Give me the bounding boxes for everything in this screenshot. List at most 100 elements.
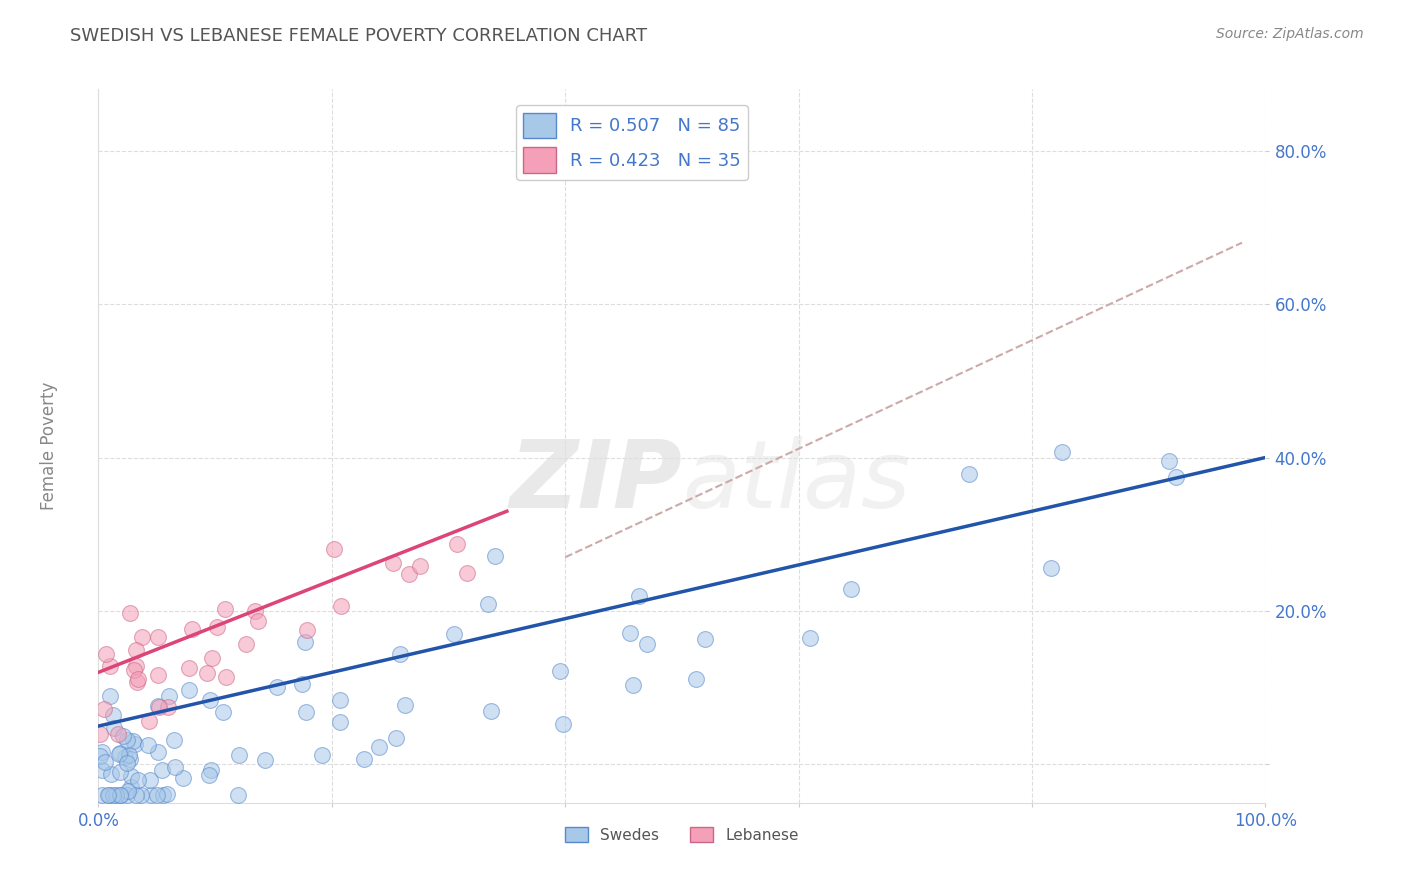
- Point: [89, 748, 111, 763]
- Point: [90, 745, 112, 759]
- Point: [243, 605, 266, 619]
- Point: [108, 788, 131, 802]
- Point: [201, 650, 224, 665]
- Point: [115, 733, 138, 747]
- Point: [163, 732, 186, 747]
- Point: [138, 714, 160, 729]
- Point: [150, 763, 173, 777]
- Point: [685, 672, 707, 686]
- Point: [177, 683, 200, 698]
- Point: [157, 689, 180, 703]
- Point: [105, 788, 128, 802]
- Point: [297, 623, 319, 637]
- Point: [228, 747, 250, 762]
- Point: [100, 766, 122, 780]
- Point: [322, 542, 344, 557]
- Point: [179, 661, 201, 675]
- Point: [156, 787, 179, 801]
- Point: [479, 704, 502, 718]
- Point: [228, 788, 250, 802]
- Point: [103, 788, 125, 802]
- Point: [98, 689, 121, 703]
- Point: [129, 788, 152, 802]
- Point: [112, 730, 135, 744]
- Point: [799, 631, 821, 645]
- Point: [367, 740, 389, 755]
- Point: [394, 698, 416, 712]
- Point: [148, 700, 170, 714]
- Point: [389, 648, 412, 662]
- Point: [195, 666, 218, 681]
- Point: [122, 734, 145, 748]
- Point: [456, 566, 478, 580]
- Point: [127, 674, 149, 689]
- Point: [91, 788, 114, 802]
- Point: [200, 764, 222, 778]
- Point: [131, 630, 153, 644]
- Point: [110, 788, 132, 802]
- Point: [107, 747, 129, 761]
- Point: [94, 755, 117, 769]
- Point: [90, 764, 112, 778]
- Point: [94, 647, 117, 661]
- Text: ZIP: ZIP: [509, 435, 682, 528]
- Point: [120, 780, 142, 794]
- Legend: Swedes, Lebanese: Swedes, Lebanese: [560, 821, 804, 848]
- Point: [446, 536, 468, 550]
- Point: [294, 635, 316, 649]
- Point: [115, 788, 138, 802]
- Text: Source: ZipAtlas.com: Source: ZipAtlas.com: [1216, 27, 1364, 41]
- Point: [619, 626, 641, 640]
- Point: [382, 556, 405, 570]
- Point: [108, 765, 131, 780]
- Point: [398, 567, 420, 582]
- Point: [1157, 454, 1180, 468]
- Point: [385, 731, 408, 746]
- Point: [295, 706, 318, 720]
- Point: [122, 664, 145, 678]
- Point: [148, 630, 170, 644]
- Point: [207, 619, 229, 633]
- Point: [329, 714, 352, 729]
- Point: [108, 747, 131, 761]
- Point: [443, 627, 465, 641]
- Point: [117, 784, 139, 798]
- Point: [477, 597, 499, 611]
- Point: [214, 601, 236, 615]
- Point: [212, 705, 235, 719]
- Point: [621, 678, 644, 692]
- Point: [124, 788, 146, 802]
- Point: [550, 664, 572, 678]
- Point: [139, 773, 162, 788]
- Point: [114, 750, 136, 764]
- Point: [120, 769, 142, 783]
- Point: [107, 727, 129, 741]
- Point: [103, 722, 125, 736]
- Point: [551, 717, 574, 731]
- Point: [198, 768, 221, 782]
- Point: [695, 632, 717, 646]
- Point: [409, 558, 432, 573]
- Point: [157, 699, 180, 714]
- Point: [957, 467, 980, 481]
- Point: [124, 737, 146, 751]
- Point: [152, 788, 174, 802]
- Point: [330, 599, 353, 613]
- Point: [200, 693, 222, 707]
- Point: [115, 756, 138, 770]
- Point: [266, 680, 288, 694]
- Point: [329, 693, 352, 707]
- Point: [291, 677, 314, 691]
- Point: [1164, 469, 1187, 483]
- Point: [253, 753, 276, 767]
- Point: [246, 614, 269, 628]
- Point: [1039, 561, 1062, 575]
- Point: [98, 658, 121, 673]
- Point: [353, 752, 375, 766]
- Point: [628, 589, 651, 603]
- Point: [146, 788, 169, 802]
- Point: [127, 772, 149, 787]
- Point: [125, 643, 148, 657]
- Point: [636, 637, 658, 651]
- Point: [215, 670, 238, 684]
